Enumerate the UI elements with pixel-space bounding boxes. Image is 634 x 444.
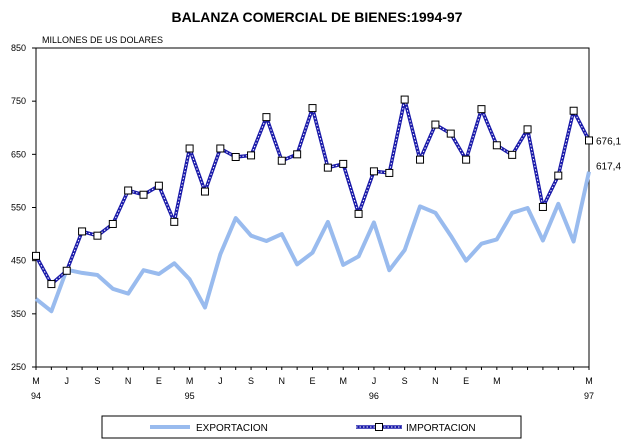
x-tick-label: S bbox=[248, 376, 254, 386]
importacion-point bbox=[247, 151, 256, 160]
importacion-point bbox=[200, 187, 209, 196]
x-tick-label: E bbox=[463, 376, 469, 386]
x-tick-label: N bbox=[432, 376, 439, 386]
importacion-point bbox=[462, 155, 471, 164]
importacion-point bbox=[124, 186, 133, 195]
importacion-point bbox=[477, 105, 486, 114]
y-tick-label: 250 bbox=[11, 362, 26, 372]
x-tick-label: M bbox=[32, 376, 40, 386]
x-tick-label: J bbox=[372, 376, 377, 386]
legend-label-importacion: IMPORTACION bbox=[406, 423, 476, 434]
importacion-point bbox=[93, 231, 102, 240]
x-tick-label: N bbox=[125, 376, 132, 386]
y-tick-label: 450 bbox=[11, 256, 26, 266]
x-tick-label: M bbox=[339, 376, 347, 386]
importacion-point bbox=[293, 150, 302, 159]
y-tick-label: 550 bbox=[11, 203, 26, 213]
importacion-point bbox=[170, 217, 179, 226]
series-importacion-line bbox=[34, 97, 591, 286]
importacion-point bbox=[354, 209, 363, 218]
importacion-point bbox=[400, 95, 409, 104]
y-tick-label: 350 bbox=[11, 309, 26, 319]
series-importacion-line-pattern bbox=[35, 99, 590, 285]
y-axis-label: MILLONES DE US DOLARES bbox=[42, 35, 163, 45]
series-exportacion-line bbox=[34, 171, 591, 314]
x-axis: M J S N E M J S N E M J S N E M M 94 95 96 97 bbox=[31, 367, 594, 401]
importacion-point bbox=[32, 251, 40, 260]
importacion-point bbox=[231, 152, 240, 161]
series-layer bbox=[32, 95, 593, 314]
importacion-point bbox=[538, 202, 547, 211]
x-tick-label: E bbox=[156, 376, 162, 386]
importacion-point bbox=[369, 167, 378, 176]
importacion-point bbox=[262, 113, 271, 122]
importacion-point bbox=[431, 120, 440, 129]
importacion-point bbox=[385, 168, 394, 177]
x-tick-label: S bbox=[402, 376, 408, 386]
importacion-point bbox=[569, 106, 578, 115]
x-tick-label: M bbox=[585, 376, 593, 386]
y-tick-label: 650 bbox=[11, 149, 26, 159]
importacion-point bbox=[62, 266, 71, 275]
x-year-label: 94 bbox=[31, 391, 41, 401]
x-year-label: 96 bbox=[369, 391, 379, 401]
x-tick-label: J bbox=[218, 376, 223, 386]
x-tick-label: S bbox=[94, 376, 100, 386]
importacion-point bbox=[585, 136, 593, 145]
end-label-importacion: 676,1 bbox=[596, 136, 621, 147]
importacion-point bbox=[323, 163, 332, 172]
importacion-point bbox=[508, 150, 517, 159]
y-tick-label: 850 bbox=[11, 43, 26, 53]
x-tick-label: M bbox=[493, 376, 501, 386]
importacion-point bbox=[277, 156, 286, 165]
importacion-point bbox=[78, 227, 87, 236]
chart-title: BALANZA COMERCIAL DE BIENES:1994-97 bbox=[172, 9, 463, 25]
legend: EXPORTACION IMPORTACION bbox=[101, 415, 522, 439]
y-axis: 250 350 450 550 650 750 850 bbox=[11, 43, 36, 372]
importacion-point bbox=[416, 155, 425, 164]
importacion-point bbox=[185, 144, 194, 153]
legend-label-exportacion: EXPORTACION bbox=[196, 423, 268, 434]
importacion-point bbox=[47, 280, 56, 289]
legend-box bbox=[101, 415, 522, 439]
x-tick-label: E bbox=[309, 376, 315, 386]
importacion-point bbox=[339, 159, 348, 168]
importacion-point bbox=[308, 104, 317, 113]
y-tick-label: 750 bbox=[11, 96, 26, 106]
end-label-exportacion: 617,4 bbox=[596, 162, 621, 173]
importacion-point bbox=[139, 190, 148, 199]
importacion-point bbox=[154, 181, 163, 190]
importacion-point bbox=[216, 144, 225, 153]
importacion-point bbox=[523, 125, 532, 134]
x-year-label: 95 bbox=[185, 391, 195, 401]
x-tick-label: J bbox=[64, 376, 69, 386]
importacion-point bbox=[492, 141, 501, 150]
x-year-label: 97 bbox=[584, 391, 594, 401]
importacion-point bbox=[554, 171, 563, 180]
x-tick-label: N bbox=[279, 376, 286, 386]
importacion-point bbox=[108, 219, 117, 228]
x-tick-label: M bbox=[186, 376, 194, 386]
legend-marker-importacion bbox=[375, 423, 383, 431]
importacion-point bbox=[446, 129, 455, 138]
